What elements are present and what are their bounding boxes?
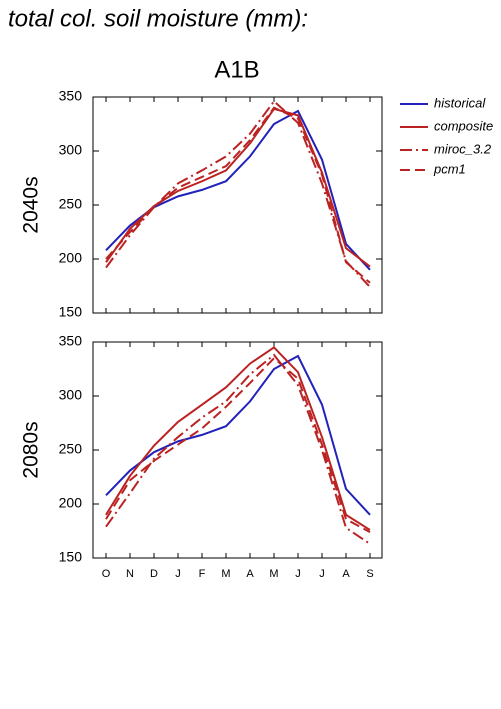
x-tick-label: A — [342, 568, 350, 580]
data-line — [105, 353, 371, 545]
legend-label: pcm1 — [433, 161, 466, 176]
y-tick-label: 350 — [59, 333, 83, 349]
x-tick-label: J — [319, 568, 325, 580]
legend-label: miroc_3.2 — [434, 141, 492, 156]
plot-frame — [92, 341, 383, 559]
y-tick-label: 150 — [59, 304, 83, 320]
y-tick-label: 350 — [59, 88, 83, 104]
y-tick-label: 250 — [59, 441, 83, 457]
data-line — [105, 109, 371, 271]
data-line — [105, 354, 371, 516]
x-tick-label: N — [126, 568, 134, 580]
y-tick-label: 150 — [59, 549, 83, 565]
x-tick-label: S — [366, 568, 373, 580]
data-line — [105, 106, 371, 284]
data-line — [105, 107, 371, 268]
chart-subtitle: A1B — [214, 56, 259, 83]
x-tick-label: O — [102, 568, 111, 580]
chart-title: total col. soil moisture (mm): — [8, 5, 308, 32]
legend-label: composite — [434, 118, 493, 133]
y-axis-label: 2080s — [20, 421, 43, 478]
legend-label: historical — [434, 95, 486, 110]
x-tick-label: J — [295, 568, 301, 580]
x-tick-label: J — [175, 568, 181, 580]
data-line — [105, 99, 371, 288]
x-tick-label: M — [269, 568, 278, 580]
x-tick-label: F — [199, 568, 206, 580]
y-tick-label: 300 — [59, 387, 83, 403]
y-tick-label: 300 — [59, 142, 83, 158]
y-tick-label: 200 — [59, 250, 83, 266]
y-tick-label: 250 — [59, 196, 83, 212]
y-axis-label: 2040s — [20, 176, 43, 233]
plot-frame — [92, 96, 383, 314]
x-tick-label: D — [150, 568, 158, 580]
y-tick-label: 200 — [59, 495, 83, 511]
data-line — [105, 346, 371, 531]
x-tick-label: A — [246, 568, 254, 580]
data-line — [105, 356, 371, 533]
x-tick-label: M — [221, 568, 230, 580]
